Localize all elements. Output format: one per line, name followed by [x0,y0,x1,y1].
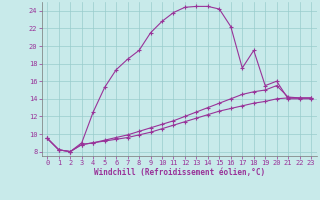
X-axis label: Windchill (Refroidissement éolien,°C): Windchill (Refroidissement éolien,°C) [94,168,265,177]
